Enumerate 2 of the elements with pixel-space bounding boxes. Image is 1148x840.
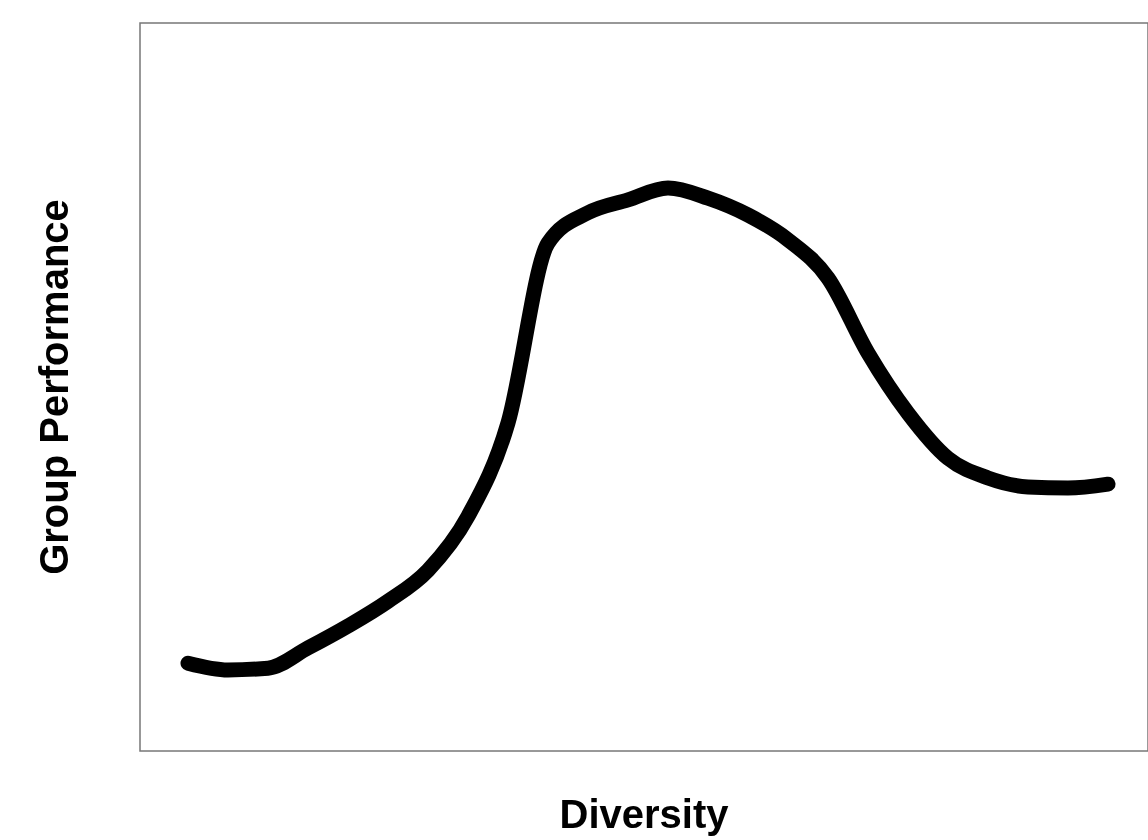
x-axis-title: Diversity: [559, 792, 730, 836]
y-axis-title: Group Performance: [32, 199, 76, 575]
